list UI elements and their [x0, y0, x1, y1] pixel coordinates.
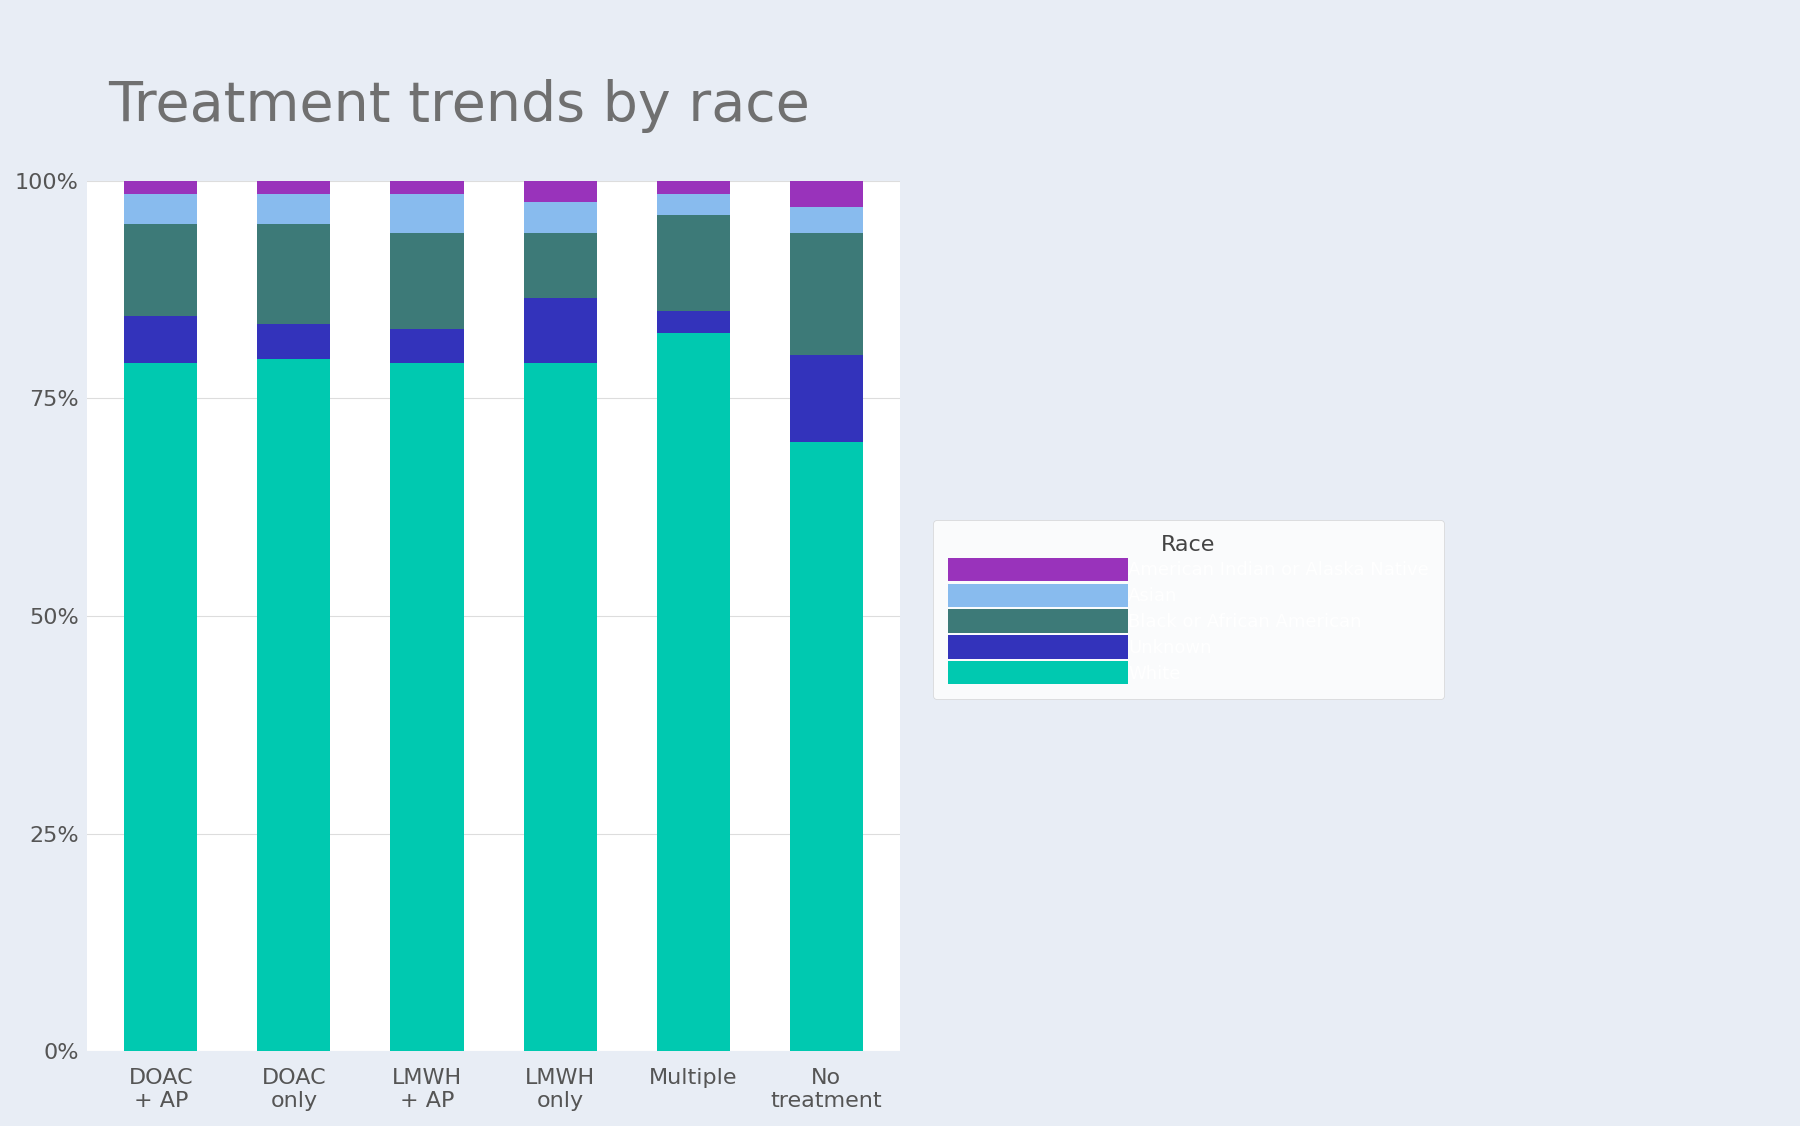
- Bar: [524, 364, 598, 1052]
- Bar: [257, 324, 331, 359]
- Bar: [124, 194, 198, 224]
- Bar: [391, 194, 464, 233]
- Bar: [257, 180, 331, 194]
- Bar: [790, 441, 862, 1052]
- Bar: [790, 207, 862, 233]
- Bar: [657, 180, 729, 194]
- Bar: [124, 224, 198, 315]
- Bar: [524, 233, 598, 298]
- Bar: [657, 311, 729, 333]
- Bar: [391, 180, 464, 194]
- Bar: [391, 364, 464, 1052]
- Bar: [257, 224, 331, 324]
- Bar: [790, 233, 862, 355]
- Bar: [524, 203, 598, 233]
- Bar: [391, 233, 464, 329]
- Bar: [524, 298, 598, 364]
- Bar: [524, 180, 598, 203]
- Bar: [257, 359, 331, 1052]
- Bar: [391, 329, 464, 364]
- Text: Treatment trends by race: Treatment trends by race: [108, 79, 810, 133]
- Bar: [124, 315, 198, 364]
- Bar: [124, 364, 198, 1052]
- Bar: [790, 355, 862, 441]
- Bar: [657, 194, 729, 215]
- Bar: [657, 333, 729, 1052]
- Bar: [257, 194, 331, 224]
- Bar: [657, 215, 729, 311]
- Legend: American Indian or Alaska Native, Asian, Black or African American, Unknown, Whi: American Indian or Alaska Native, Asian,…: [934, 520, 1444, 699]
- Bar: [790, 180, 862, 207]
- Bar: [124, 180, 198, 194]
